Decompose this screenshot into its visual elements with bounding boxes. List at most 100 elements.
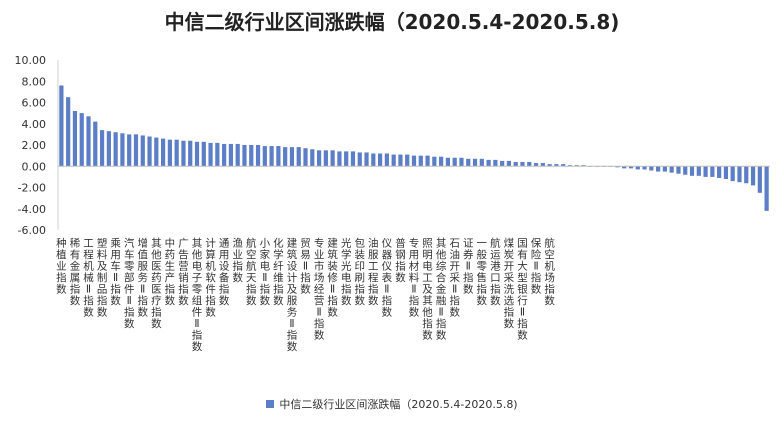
x-tick-label: 贸易 Ⅱ 指数 bbox=[300, 238, 311, 296]
x-tick-label: 油服工程指数 bbox=[368, 237, 379, 308]
x-tick-label: 光学光电指数 bbox=[341, 237, 352, 308]
bar bbox=[194, 141, 200, 167]
x-tick-label: 煤炭开采洗选指数 bbox=[504, 237, 515, 331]
bar bbox=[377, 153, 383, 167]
bar bbox=[161, 138, 166, 167]
bar bbox=[242, 145, 247, 167]
bar bbox=[344, 151, 349, 167]
bar bbox=[255, 145, 261, 167]
x-tick-label: 航运港口指数 bbox=[490, 237, 501, 308]
y-tick-label: -2.00 bbox=[18, 182, 46, 195]
x-tick-label: 工程机械 Ⅱ 指数 bbox=[83, 238, 94, 319]
x-tick-label: 普钢指数 bbox=[395, 237, 406, 285]
bar bbox=[357, 152, 362, 167]
bar bbox=[371, 153, 376, 167]
bar bbox=[757, 166, 762, 193]
bar bbox=[750, 166, 756, 186]
x-tick-label: 石油开采 Ⅱ 指数 bbox=[449, 238, 460, 319]
bar bbox=[506, 160, 512, 167]
bar bbox=[710, 166, 715, 177]
x-tick-label: 乘用车 Ⅱ 指数 bbox=[110, 238, 121, 308]
bar bbox=[174, 139, 179, 167]
x-tick-label: 中药生产指数 bbox=[165, 237, 176, 308]
bar bbox=[66, 97, 71, 167]
bar bbox=[106, 131, 111, 167]
bar bbox=[120, 133, 125, 167]
bar bbox=[493, 159, 498, 167]
x-tick-label: 保险 Ⅱ 指数 bbox=[531, 237, 542, 296]
bar bbox=[147, 136, 152, 167]
x-tick-label: 专用材料 Ⅱ 指数 bbox=[409, 237, 420, 319]
bar bbox=[656, 166, 661, 172]
bar bbox=[228, 143, 234, 167]
x-tick-label: 通用设备指数 bbox=[219, 238, 230, 308]
x-tick-label: 广告营销指数 bbox=[178, 238, 189, 308]
bar bbox=[303, 148, 308, 167]
bar bbox=[703, 166, 708, 177]
x-tick-label: 航空机场指数 bbox=[544, 237, 555, 308]
bar bbox=[289, 147, 295, 167]
bar bbox=[167, 139, 172, 167]
y-tick-label: 6.00 bbox=[22, 97, 47, 110]
bar bbox=[269, 146, 274, 167]
bar bbox=[99, 130, 105, 167]
x-tick-label: 仪器仪表 Ⅱ 指数 bbox=[382, 238, 393, 319]
bar bbox=[384, 153, 389, 167]
bar bbox=[547, 164, 552, 167]
x-tick-label: 国有大型银行 Ⅱ 指数 bbox=[517, 238, 528, 342]
x-tick-label: 渔业指数 bbox=[232, 238, 243, 285]
bar bbox=[310, 149, 315, 167]
x-tick-label: 照明电工及其他指数 bbox=[422, 238, 433, 342]
x-tick-label: 建筑设计及服务 Ⅱ 指数 bbox=[287, 237, 298, 354]
bar bbox=[662, 166, 667, 172]
bar bbox=[744, 166, 749, 184]
chart-title: 中信二级行业区间涨跌幅（2020.5.4-2020.5.8) bbox=[164, 10, 620, 34]
bar bbox=[737, 166, 742, 183]
bar bbox=[330, 150, 335, 167]
bar bbox=[676, 166, 681, 174]
bar bbox=[113, 132, 118, 167]
x-tick-label: 其他电子零组件 Ⅱ 指数 bbox=[192, 238, 203, 354]
bar bbox=[425, 155, 430, 167]
x-tick-label: 建筑装修 Ⅱ 指数 bbox=[327, 237, 338, 319]
x-tick-label: 小家电 Ⅱ 指数 bbox=[260, 238, 271, 308]
bar bbox=[215, 142, 220, 167]
legend-label: 中信二级行业区间涨跌幅（2020.5.4-2020.5.8) bbox=[279, 398, 518, 411]
bar bbox=[533, 163, 539, 167]
bar bbox=[93, 121, 98, 167]
bar bbox=[466, 158, 471, 167]
x-tick-label: 证券 Ⅱ 指数 bbox=[463, 238, 474, 296]
bar bbox=[717, 166, 722, 178]
bar bbox=[235, 143, 240, 167]
bar bbox=[391, 154, 396, 167]
bar bbox=[79, 113, 84, 167]
bar bbox=[486, 159, 491, 167]
bar bbox=[249, 145, 254, 167]
bar bbox=[527, 162, 532, 167]
bar bbox=[222, 143, 227, 167]
y-tick-label: 10.00 bbox=[15, 54, 47, 67]
x-tick-label: 种植业指数 bbox=[56, 237, 67, 296]
bar bbox=[418, 155, 423, 167]
bar bbox=[513, 162, 518, 167]
bar bbox=[628, 166, 634, 169]
legend-swatch bbox=[266, 400, 275, 408]
bar bbox=[649, 166, 654, 171]
bar bbox=[554, 164, 559, 167]
bar bbox=[411, 155, 417, 167]
bar bbox=[439, 156, 444, 167]
bar bbox=[452, 157, 457, 167]
x-tick-label: 化学纤维指数 bbox=[273, 237, 284, 308]
bar bbox=[540, 163, 545, 167]
bar bbox=[635, 166, 640, 170]
y-tick-label: 0.00 bbox=[22, 160, 47, 173]
x-tick-label: 专业市场经营 Ⅱ 指数 bbox=[314, 237, 325, 342]
bar bbox=[642, 166, 647, 170]
bar bbox=[86, 116, 91, 167]
y-tick-label: 8.00 bbox=[22, 75, 47, 88]
y-tick-label: 4.00 bbox=[22, 118, 47, 131]
bar bbox=[405, 154, 410, 167]
bar bbox=[337, 151, 342, 167]
bar bbox=[479, 158, 484, 167]
